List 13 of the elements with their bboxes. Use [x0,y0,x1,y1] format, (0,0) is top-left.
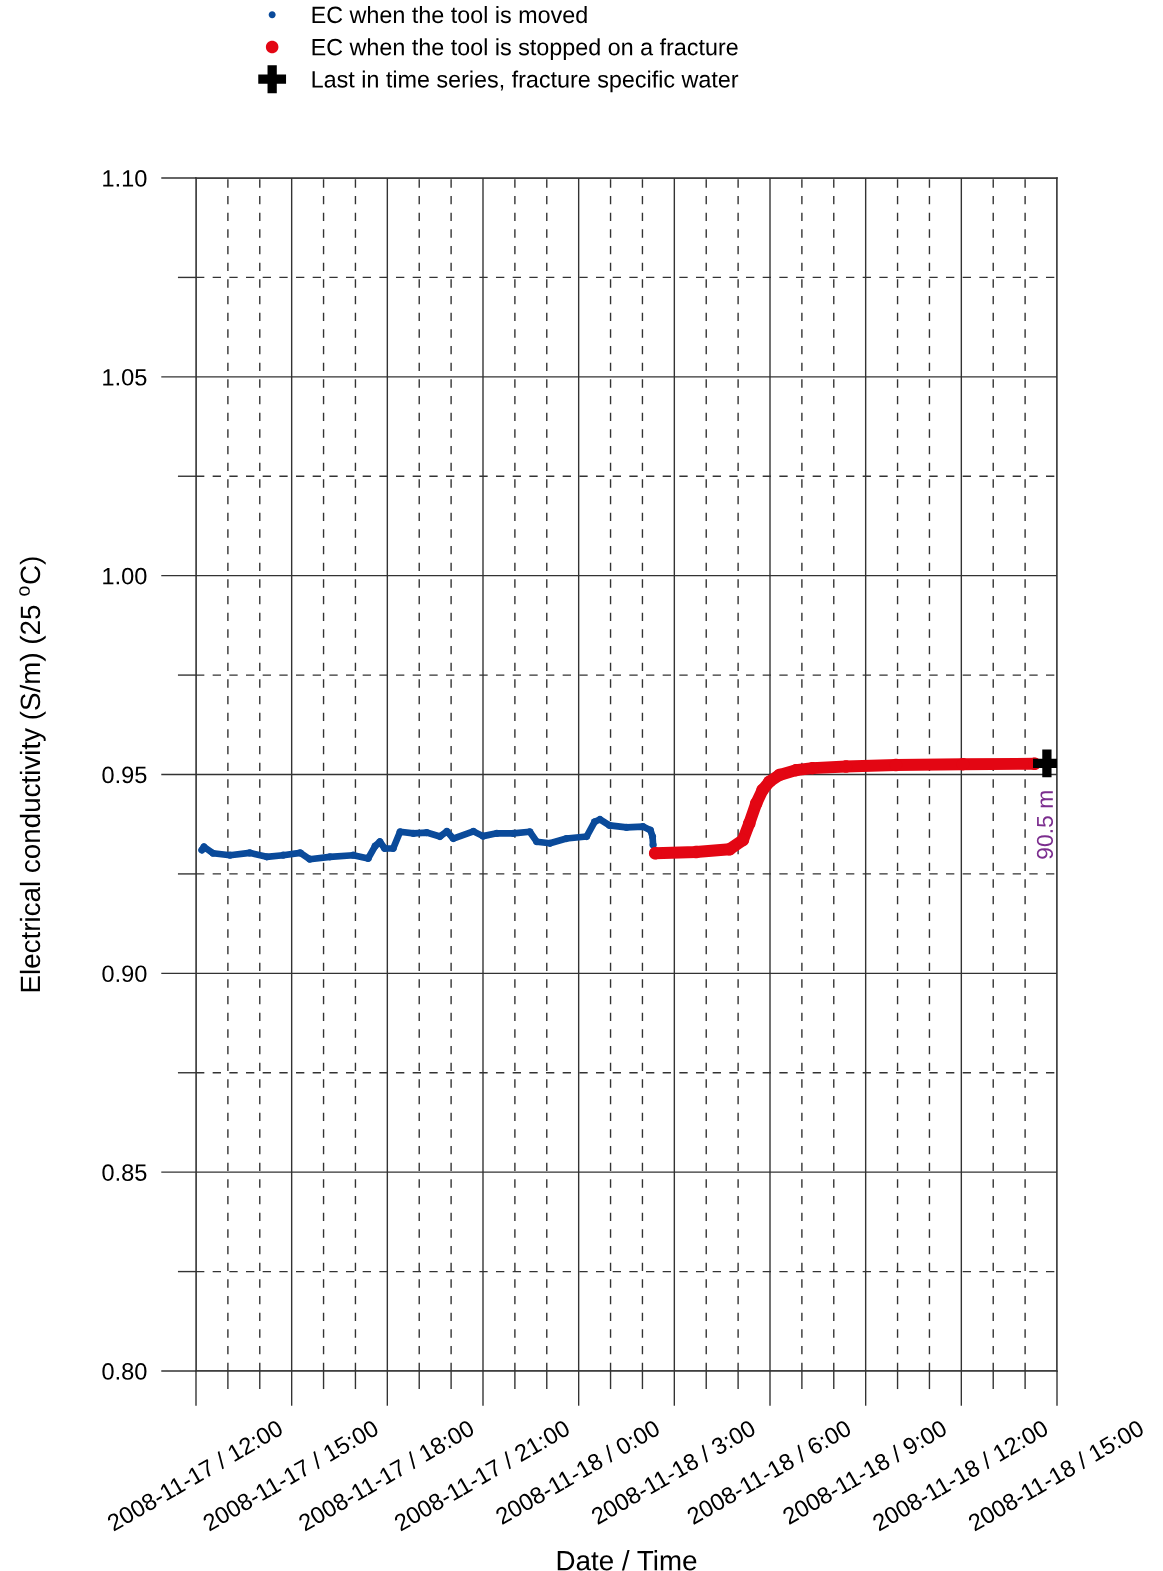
y-tick-label: 1.05 [103,368,147,386]
legend-label: EC when the tool is stopped on a fracture [312,38,738,60]
y-axis-title: Electrical conductivity (S/m) (25 $^{o}$C) [19,557,46,992]
legend-label: Last in time series, fracture specific water [312,70,739,93]
y-tick-label: 0.80 [102,1363,147,1380]
y-tick-label: 0.95 [102,766,147,784]
x-axis-title: Date / Time [557,1550,697,1571]
legend-label: EC when the tool is moved [312,6,587,24]
y-tick-label: 1.10 [103,170,147,187]
y-tick-label: 1.00 [103,567,147,585]
annotation: 90.5 m [1036,791,1054,859]
y-tick-label: 0.85 [102,1164,147,1181]
y-tick-label: 0.90 [102,965,147,983]
